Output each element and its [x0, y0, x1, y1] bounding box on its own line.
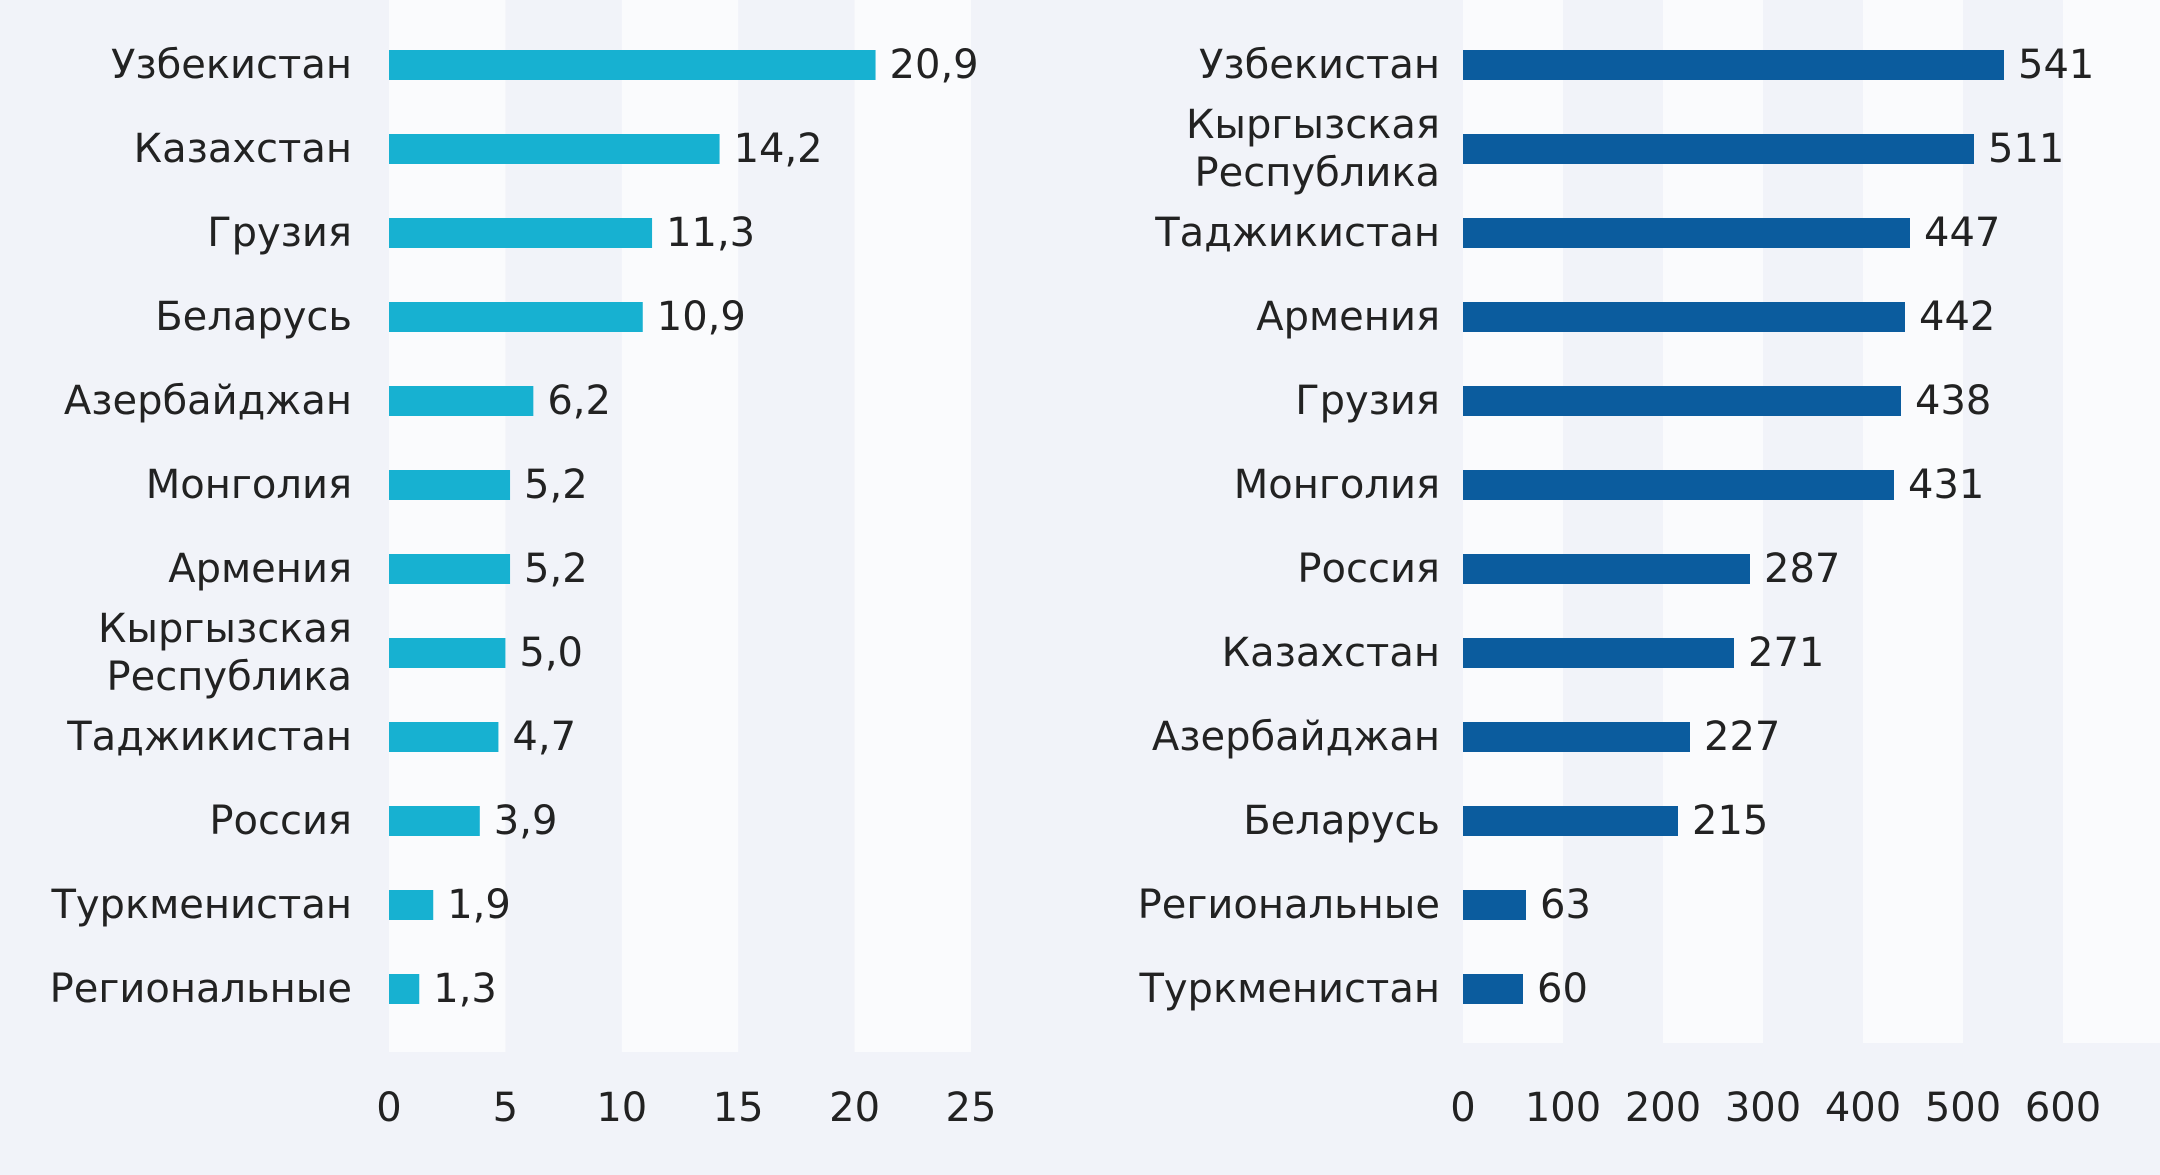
- category-label: Азербайджан: [63, 378, 352, 424]
- grid-band: [854, 0, 971, 1052]
- category-label: Казахстан: [133, 126, 352, 172]
- bar: [389, 386, 534, 416]
- x-tick-label: 500: [1925, 1085, 2001, 1131]
- category-label: Грузия: [207, 210, 352, 256]
- value-label: 20,9: [890, 42, 979, 88]
- x-tick-label: 10: [596, 1085, 647, 1131]
- grid-band: [1663, 0, 1763, 1043]
- bar: [389, 722, 499, 752]
- x-tick-label: 600: [2025, 1085, 2101, 1131]
- value-label: 5,2: [524, 462, 588, 508]
- value-label: 10,9: [657, 294, 746, 340]
- x-tick-label: 15: [713, 1085, 764, 1131]
- x-tick-label: 0: [1450, 1085, 1475, 1131]
- category-label: Россия: [209, 798, 352, 844]
- bar: [1463, 890, 1526, 920]
- x-tick-label: 300: [1725, 1085, 1801, 1131]
- value-label: 271: [1748, 630, 1824, 676]
- category-label: Беларусь: [1243, 798, 1440, 844]
- category-label: Грузия: [1295, 378, 1440, 424]
- bar: [389, 470, 511, 500]
- bar: [1463, 722, 1690, 752]
- category-label: Туркменистан: [51, 882, 352, 928]
- bar: [389, 890, 434, 920]
- category-label: Таджикистан: [1155, 210, 1440, 256]
- x-tick-label: 100: [1525, 1085, 1601, 1131]
- x-tick-label: 200: [1625, 1085, 1701, 1131]
- bar: [1463, 386, 1901, 416]
- category-label: Армения: [1256, 294, 1440, 340]
- value-label: 14,2: [734, 126, 823, 172]
- bar: [389, 218, 653, 248]
- bar: [1463, 134, 1974, 164]
- x-tick-label: 20: [829, 1085, 880, 1131]
- bar: [1463, 974, 1523, 1004]
- x-tick-label: 0: [376, 1085, 401, 1131]
- value-label: 438: [1915, 378, 1991, 424]
- grid-band: [2063, 0, 2160, 1043]
- value-label: 447: [1924, 210, 2000, 256]
- grid-band: [1463, 0, 1563, 1043]
- value-label: 431: [1908, 462, 1984, 508]
- value-label: 3,9: [494, 798, 558, 844]
- bar: [1463, 302, 1905, 332]
- bar: [1463, 218, 1910, 248]
- grid-band: [1863, 0, 1963, 1043]
- category-label: Узбекистан: [110, 42, 352, 88]
- value-label: 1,3: [433, 966, 497, 1012]
- category-label: Армения: [168, 546, 352, 592]
- bar: [389, 302, 643, 332]
- grid-band: [389, 0, 506, 1052]
- value-label: 442: [1919, 294, 1995, 340]
- bar: [389, 554, 511, 584]
- bar: [1463, 50, 2004, 80]
- bar: [389, 50, 876, 80]
- value-label: 1,9: [447, 882, 511, 928]
- category-label: Региональные: [49, 966, 352, 1012]
- category-label: Азербайджан: [1151, 714, 1440, 760]
- bar: [389, 974, 420, 1004]
- value-label: 5,2: [524, 546, 588, 592]
- bar: [389, 134, 720, 164]
- category-label: Таджикистан: [67, 714, 352, 760]
- category-label: Беларусь: [155, 294, 352, 340]
- x-tick-label: 5: [493, 1085, 518, 1131]
- x-tick-label: 25: [946, 1085, 997, 1131]
- category-label: Региональные: [1137, 882, 1440, 928]
- category-label: Узбекистан: [1198, 42, 1440, 88]
- value-label: 287: [1764, 546, 1840, 592]
- grid-band: [621, 0, 739, 1052]
- category-label: Монголия: [1233, 462, 1440, 508]
- value-label: 63: [1540, 882, 1591, 928]
- value-label: 215: [1692, 798, 1768, 844]
- category-label: Казахстан: [1221, 630, 1440, 676]
- value-label: 511: [1988, 126, 2064, 172]
- category-label: Монголия: [145, 462, 352, 508]
- value-label: 4,7: [512, 714, 576, 760]
- value-label: 6,2: [547, 378, 611, 424]
- category-label: Туркменистан: [1139, 966, 1440, 1012]
- x-tick-label: 400: [1825, 1085, 1901, 1131]
- bar: [1463, 806, 1678, 836]
- bar: [389, 806, 480, 836]
- category-label: Кыргызская Республика: [1186, 102, 1440, 196]
- category-label: Россия: [1297, 546, 1440, 592]
- category-label: Кыргызская Республика: [98, 606, 352, 700]
- value-label: 11,3: [666, 210, 755, 256]
- value-label: 60: [1537, 966, 1588, 1012]
- bar: [1463, 638, 1734, 668]
- value-label: 5,0: [519, 630, 583, 676]
- value-label: 227: [1704, 714, 1780, 760]
- bar: [1463, 554, 1750, 584]
- bar: [1463, 470, 1894, 500]
- value-label: 541: [2018, 42, 2094, 88]
- bar: [389, 638, 506, 668]
